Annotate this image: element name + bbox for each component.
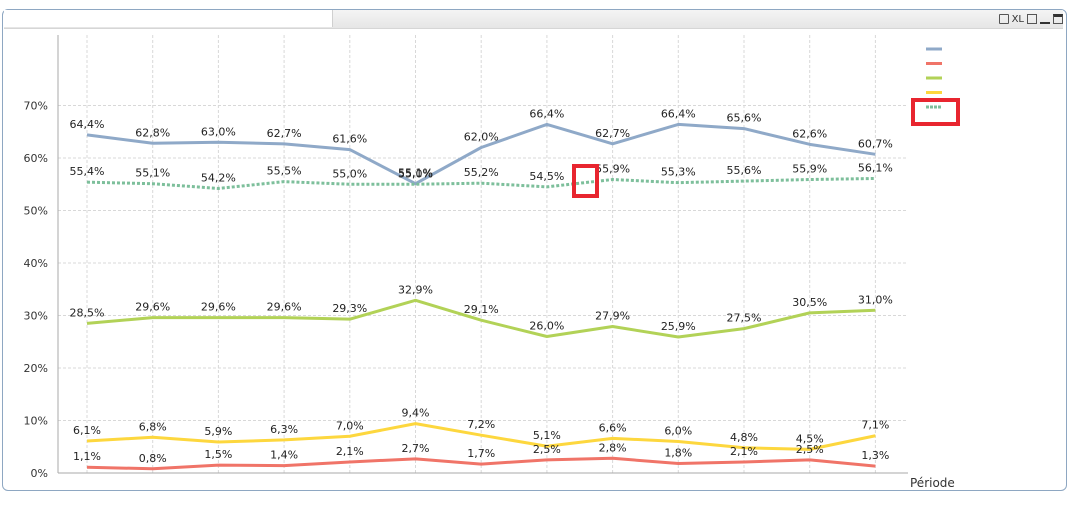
data-label: 7,0%: [336, 419, 364, 432]
data-label: 1,1%: [73, 450, 101, 463]
chart-legend: [926, 47, 942, 109]
data-label: 66,4%: [529, 107, 564, 120]
caption-search-area[interactable]: [4, 10, 333, 27]
y-tick-label: 30%: [24, 310, 48, 323]
data-label: 29,6%: [135, 301, 170, 314]
data-label: 9,4%: [402, 407, 430, 420]
chart-series: [86, 122, 876, 471]
highlight-box-legend: [911, 98, 960, 126]
data-label: 28,5%: [70, 306, 105, 319]
y-tick-label: 70%: [24, 100, 48, 113]
data-label: 27,5%: [727, 312, 762, 325]
data-label: 1,7%: [467, 447, 495, 460]
y-tick-label: 50%: [24, 205, 48, 218]
restore-icon[interactable]: [1053, 14, 1063, 24]
data-label: 29,6%: [267, 301, 302, 314]
series-line-5: [86, 176, 876, 190]
data-label: 61,6%: [332, 133, 367, 146]
data-label: 55,2%: [464, 166, 499, 179]
data-label: 64,4%: [70, 118, 105, 131]
data-label: 55,4%: [70, 165, 105, 178]
data-label: 6,8%: [139, 420, 167, 433]
caption-icons: XL: [998, 11, 1063, 27]
data-label: 54,2%: [201, 171, 236, 184]
data-label: 7,2%: [467, 418, 495, 431]
data-label: 2,5%: [796, 443, 824, 456]
data-label: 7,1%: [861, 419, 889, 432]
maximize-window-icon[interactable]: [1027, 14, 1037, 24]
data-label: 2,1%: [336, 445, 364, 458]
data-label: 29,1%: [464, 303, 499, 316]
print-icon[interactable]: [998, 14, 1009, 24]
data-label: 54,5%: [529, 170, 564, 183]
data-label: 4,5%: [796, 432, 824, 445]
data-label: 60,7%: [858, 137, 893, 150]
data-label: 62,6%: [792, 127, 827, 140]
data-label: 26,0%: [529, 320, 564, 333]
data-label: 2,5%: [533, 443, 561, 456]
data-label: 62,7%: [595, 127, 630, 140]
data-labels: 64,4% 62,8% 63,0% 62,7% 61,6% 55,1% 62,0% 66,4%…: [70, 107, 893, 464]
data-label: 29,6%: [201, 301, 236, 314]
data-label: 2,1%: [730, 445, 758, 458]
data-label: 1,3%: [861, 449, 889, 462]
y-tick-label: 20%: [24, 362, 48, 375]
data-label: 32,9%: [398, 283, 433, 296]
data-label: 25,9%: [661, 320, 696, 333]
data-label: 0,8%: [139, 452, 167, 465]
data-label: 55,9%: [595, 163, 630, 176]
data-label: 30,5%: [792, 296, 827, 309]
data-label: 63,0%: [201, 125, 236, 138]
highlight-box-data-point: [572, 164, 599, 198]
data-label: 6,3%: [270, 423, 298, 436]
x-axis-label: Période: [910, 476, 955, 490]
annotations: [572, 98, 960, 198]
data-label: 1,5%: [204, 448, 232, 461]
data-label: 6,6%: [599, 421, 627, 434]
data-label: 5,9%: [204, 425, 232, 438]
data-label: 29,3%: [332, 302, 367, 315]
y-tick-label: 0%: [31, 467, 48, 480]
data-label: 55,9%: [792, 163, 827, 176]
data-label: 55,0%: [332, 167, 367, 180]
data-label: 4,8%: [730, 431, 758, 444]
series-line-2: [86, 456, 876, 471]
data-label: 1,4%: [270, 449, 298, 462]
data-label: 56,1%: [858, 161, 893, 174]
data-label: 55,1%: [135, 167, 170, 180]
data-label: 55,1%: [398, 167, 433, 180]
chart-frame: [2, 9, 1067, 491]
data-label: 66,4%: [661, 107, 696, 120]
data-label: 55,6%: [727, 164, 762, 177]
data-label: 2,7%: [402, 442, 430, 455]
data-label: 62,7%: [267, 127, 302, 140]
data-label: 55,0%: [398, 167, 433, 180]
data-label: 31,0%: [858, 293, 893, 306]
export-xl-button[interactable]: XL: [1011, 13, 1024, 25]
y-tick-label: 60%: [24, 152, 48, 165]
chart-axes: 0% 10% 20% 30% 40% 50% 60% 70%: [24, 35, 908, 480]
series-line-1: [86, 122, 876, 186]
data-label: 27,9%: [595, 310, 630, 323]
data-label: 62,0%: [464, 131, 499, 144]
data-label: 62,8%: [135, 126, 170, 139]
data-label: 6,1%: [73, 424, 101, 437]
minimize-icon[interactable]: [1040, 18, 1050, 24]
data-label: 5,1%: [533, 429, 561, 442]
series-line-4: [86, 422, 876, 451]
data-label: 2,8%: [599, 441, 627, 454]
data-label: 55,5%: [267, 165, 302, 178]
data-label: 55,3%: [661, 166, 696, 179]
y-tick-label: 40%: [24, 257, 48, 270]
series-line-3: [86, 298, 876, 339]
data-label: 1,8%: [664, 447, 692, 460]
data-label: 6,0%: [664, 425, 692, 438]
y-tick-label: 10%: [24, 415, 48, 428]
data-label: 65,6%: [727, 112, 762, 125]
chart-grid: [58, 35, 908, 473]
